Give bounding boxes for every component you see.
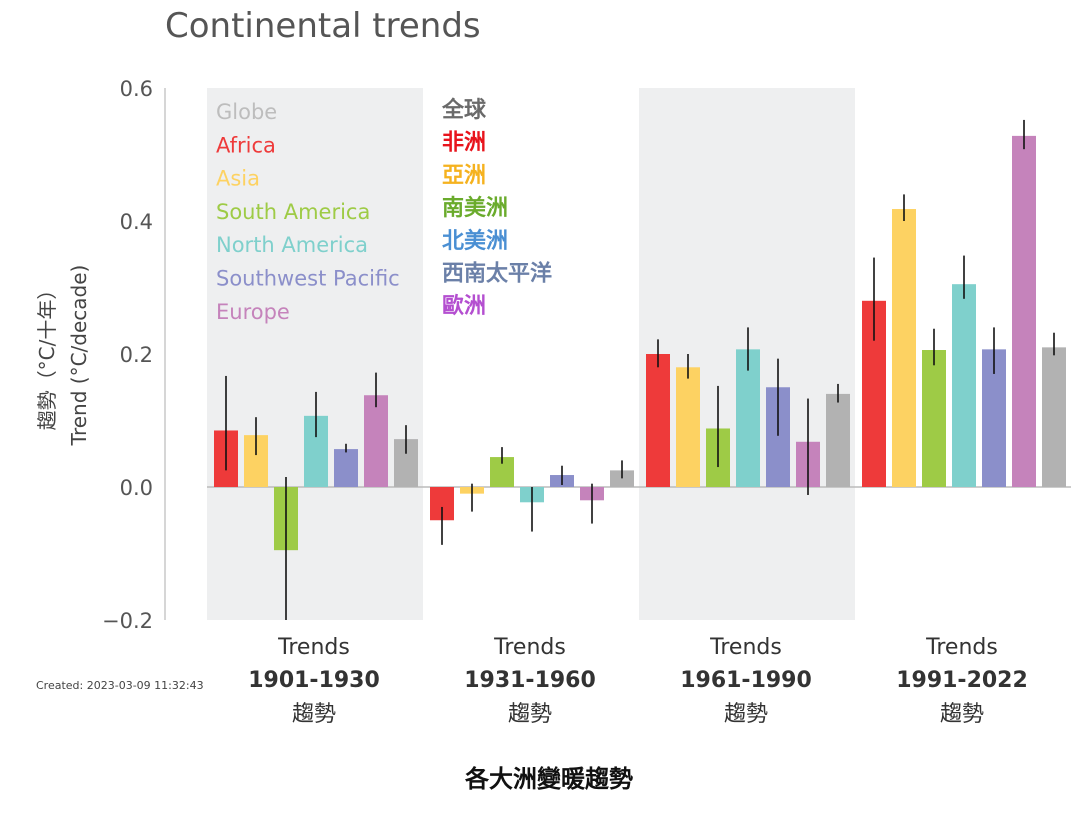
group-label-period: 1931-1960	[464, 668, 596, 693]
group-label-zh: 趨勢	[724, 702, 768, 727]
group-label-period: 1901-1930	[248, 668, 380, 693]
bars	[214, 135, 1066, 551]
group-label-zh: 趨勢	[292, 702, 336, 727]
y-axis-label-zh: 趨勢（°C/十年）	[35, 280, 59, 431]
bar-asia-1991-2022	[892, 209, 916, 487]
caption: 各大洲變暖趨勢	[464, 765, 633, 793]
bar-europe-1901-1930	[364, 395, 388, 487]
legend-item-zh: 北美洲	[442, 228, 508, 254]
bar-southwest-pacific-1901-1930	[334, 449, 358, 487]
bar-europe-1991-2022	[1012, 135, 1036, 487]
legend-item: Southwest Pacific	[216, 267, 400, 291]
group-label-period: 1991-2022	[896, 668, 1028, 693]
error-bars	[225, 119, 1055, 620]
bar-north-america-1991-2022	[952, 284, 976, 487]
y-tick-label: 0.2	[120, 343, 153, 367]
group-labels: Trends 1901-1930 趨勢 Trends 1931-1960 趨勢 Trends…	[248, 635, 1028, 727]
group-label-period: 1961-1990	[680, 668, 812, 693]
legend-item: Europe	[216, 300, 290, 324]
group-label-trends: Trends	[493, 635, 566, 660]
y-tick-labels: 0.6 0.4 0.2 0.0 −0.2	[102, 77, 153, 633]
bar-africa-1961-1990	[646, 354, 670, 487]
y-tick-label: 0.6	[120, 77, 153, 101]
legend-item-zh: 歐洲	[442, 293, 486, 319]
group-label-zh: 趨勢	[940, 702, 984, 727]
legend-item: South America	[216, 200, 370, 224]
group-label-trends: Trends	[925, 635, 998, 660]
legend-item-zh: 非洲	[442, 131, 486, 156]
bar-south-america-1991-2022	[922, 350, 946, 487]
chart-title: Continental trends	[165, 6, 481, 46]
y-tick-label: −0.2	[102, 609, 153, 633]
legend-item-zh: 南美洲	[442, 195, 508, 221]
bar-globe-1991-2022	[1042, 347, 1066, 487]
legend-item: Africa	[216, 133, 276, 157]
legend-item: Globe	[216, 100, 277, 124]
y-axis-label: Trend (°C/decade)	[67, 265, 91, 447]
bar-north-america-1961-1990	[736, 349, 760, 487]
bar-asia-1961-1990	[676, 367, 700, 487]
group-label-trends: Trends	[709, 635, 782, 660]
legend-item: Asia	[216, 167, 260, 191]
legend-item-zh: 全球	[441, 97, 487, 123]
bar-globe-1961-1990	[826, 393, 850, 487]
created-timestamp: Created: 2023-03-09 11:32:43	[36, 679, 204, 692]
legend-item-zh: 西南太平洋	[442, 261, 552, 287]
y-tick-label: 0.0	[120, 476, 153, 500]
legend-item: North America	[216, 233, 368, 257]
legend-item-zh: 亞洲	[442, 163, 486, 188]
group-label-zh: 趨勢	[508, 702, 552, 727]
bar-globe-1931-1960	[610, 470, 634, 487]
legend: Globe Africa Asia South America North Americ…	[216, 100, 400, 324]
period-band-1901-1930	[207, 88, 423, 620]
group-label-trends: Trends	[277, 635, 350, 660]
y-tick-label: 0.4	[120, 210, 153, 234]
